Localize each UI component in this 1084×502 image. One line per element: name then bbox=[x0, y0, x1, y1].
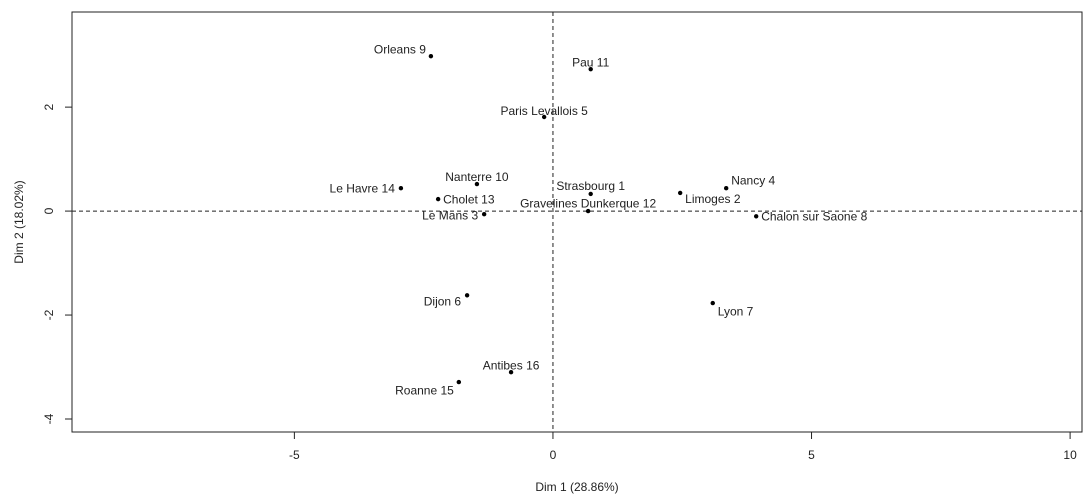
point-label: Nancy 4 bbox=[731, 173, 775, 187]
point bbox=[464, 293, 470, 298]
point-label: Orleans 9 bbox=[374, 42, 426, 56]
point bbox=[585, 208, 591, 214]
point-label: Nanterre 10 bbox=[445, 170, 509, 184]
point bbox=[677, 190, 683, 196]
point bbox=[428, 53, 434, 59]
point bbox=[541, 114, 547, 120]
point bbox=[398, 186, 404, 191]
point bbox=[588, 66, 593, 72]
y-tick-label: 2 bbox=[42, 103, 56, 110]
point-label: Chalon sur Saone 8 bbox=[761, 209, 867, 223]
point-label: Paris Levallois 5 bbox=[500, 104, 588, 118]
point bbox=[474, 181, 480, 187]
y-tick-label: -4 bbox=[42, 413, 56, 424]
point-label: Le Havre 14 bbox=[330, 181, 396, 195]
point-label: Le Mans 3 bbox=[422, 208, 478, 222]
x-tick-label: 0 bbox=[550, 448, 557, 462]
y-tick-label: -2 bbox=[42, 309, 56, 320]
point-label: Cholet 13 bbox=[443, 192, 495, 206]
point-label: Limoges 2 bbox=[685, 192, 741, 206]
point bbox=[508, 370, 514, 375]
point bbox=[753, 214, 759, 219]
point-label: Dijon 6 bbox=[424, 294, 462, 308]
y-axis-label: Dim 2 (18.02%) bbox=[12, 180, 26, 263]
x-tick-label: -5 bbox=[289, 448, 300, 462]
point bbox=[723, 186, 729, 191]
point bbox=[456, 379, 462, 385]
point bbox=[481, 212, 487, 217]
point-label: Pau 11 bbox=[572, 55, 609, 69]
point bbox=[588, 191, 593, 197]
point-label: Antibes 16 bbox=[483, 358, 540, 372]
point-label: Roanne 15 bbox=[395, 383, 454, 397]
x-tick-label: 5 bbox=[808, 448, 815, 462]
point-label: Gravelines Dunkerque 12 bbox=[520, 196, 656, 210]
plot-frame bbox=[71, 11, 1083, 433]
point bbox=[710, 300, 715, 306]
point bbox=[435, 196, 441, 202]
point-label: Strasbourg 1 bbox=[556, 179, 625, 193]
point-label: Lyon 7 bbox=[718, 304, 754, 318]
x-tick-label: 10 bbox=[1063, 448, 1077, 462]
y-tick-label: 0 bbox=[42, 207, 56, 214]
x-axis-label: Dim 1 (28.86%) bbox=[535, 480, 618, 494]
